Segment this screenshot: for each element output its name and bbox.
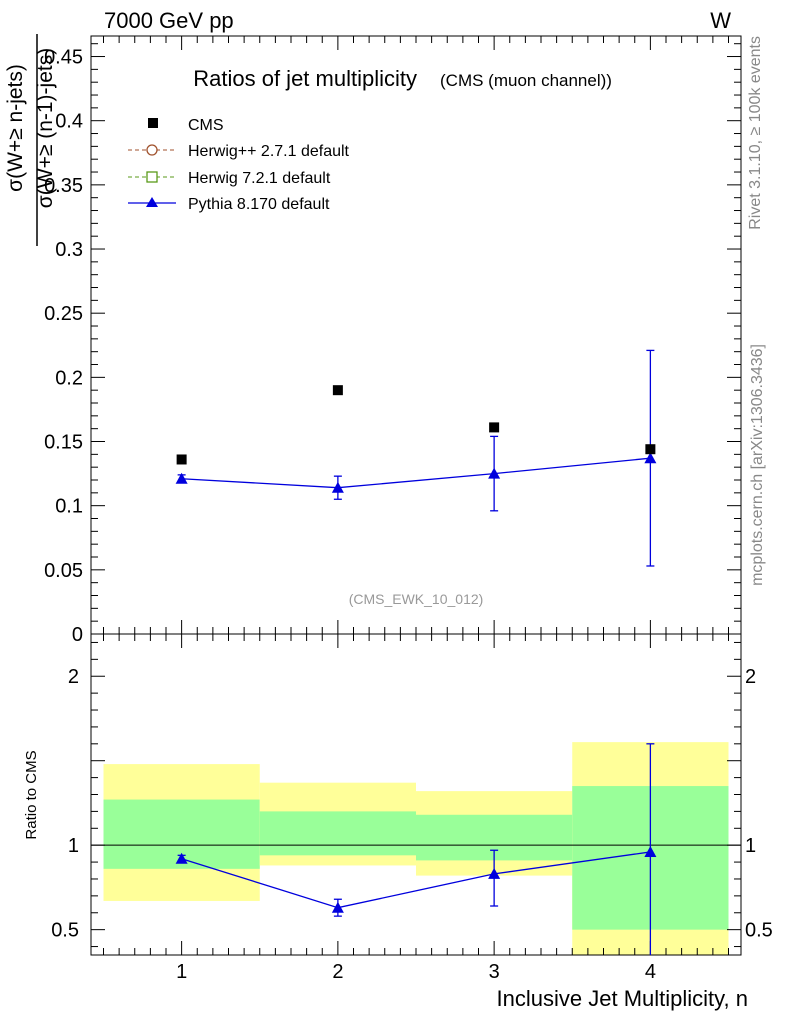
legend-entry-cms: CMS <box>148 117 224 134</box>
legend-label-cms: CMS <box>188 117 224 134</box>
ratio-pythia-point <box>644 845 657 857</box>
y-tick-label: 0.05 <box>44 560 83 582</box>
legend-marker-pythia <box>146 197 158 207</box>
chart-subtitle: (CMS (muon channel)) <box>440 71 612 90</box>
mcplots-label: mcplots.cern.ch [arXiv:1306.3436] <box>749 344 766 586</box>
ratio-pythia-line <box>181 851 651 909</box>
x-tick-label: 1 <box>176 961 187 983</box>
ratio-y-tick-label-left: 2 <box>68 666 79 688</box>
y-tick-label: 0.4 <box>55 111 83 133</box>
ratio-pythia-point <box>331 901 344 913</box>
legend-label-pythia: Pythia 8.170 default <box>188 196 330 213</box>
pythia-point <box>175 472 188 484</box>
main-panel: Ratios of jet multiplicity (CMS (muon ch… <box>4 34 742 646</box>
pythia-point <box>331 481 344 493</box>
legend-entry-pythia: Pythia 8.170 default <box>128 196 330 213</box>
rivet-label: Rivet 3.1.10, ≥ 100k events <box>747 36 764 230</box>
cms-point <box>332 385 343 396</box>
x-tick-label: 2 <box>332 961 343 983</box>
pythia-point <box>644 452 657 464</box>
x-tick-label: 3 <box>489 961 500 983</box>
ratio-y-tick-label-right: 0.5 <box>745 920 773 942</box>
y-tick-label: 0.45 <box>44 47 83 69</box>
ratio-y-tick-label-right: 1 <box>745 835 756 857</box>
y-tick-label: 0 <box>72 624 83 646</box>
y-tick-label: 0.2 <box>55 367 83 389</box>
chart-title: Ratios of jet multiplicity <box>193 66 417 91</box>
legend-marker-cms <box>148 118 158 128</box>
ylabel-denominator: σ(W+≥ (n-1)-jets) <box>34 48 57 208</box>
pythia-line <box>181 457 651 489</box>
uncertainty-band-inner <box>259 811 416 856</box>
y-tick-label: 0.3 <box>55 239 83 261</box>
analysis-label: (CMS_EWK_10_012) <box>349 591 484 607</box>
legend-label-herwigpp: Herwig++ 2.7.1 default <box>188 143 350 160</box>
y-tick-label: 0.25 <box>44 303 83 325</box>
ratio-pythia-point <box>488 867 501 879</box>
legend-entry-herwigpp: Herwig++ 2.7.1 default <box>128 143 350 160</box>
ratio-y-tick-label-left: 1 <box>68 835 79 857</box>
ratio-y-tick-label-left: 0.5 <box>51 920 79 942</box>
ratio-pythia-point <box>175 852 188 864</box>
ratio-panel: 0.5 0.5 1 1 2 2 1 2 3 4 Ratio to CMS Inclusive Je… <box>23 633 773 1011</box>
process-label: W <box>710 8 731 33</box>
energy-label: 7000 GeV pp <box>104 8 234 33</box>
legend-marker-herwigpp <box>146 144 158 156</box>
x-tick-label: 4 <box>645 961 656 983</box>
y-tick-label: 0.15 <box>44 432 83 454</box>
y-tick-label: 0.35 <box>44 175 83 197</box>
y-tick-label: 0.1 <box>55 496 83 518</box>
legend-entry-herwig7: Herwig 7.2.1 default <box>128 170 331 187</box>
pythia-point <box>488 467 501 479</box>
x-axis-label: Inclusive Jet Multiplicity, n <box>497 986 748 1011</box>
legend-marker-herwig7 <box>146 171 158 183</box>
legend-label-herwig7: Herwig 7.2.1 default <box>188 170 331 187</box>
cms-point <box>489 422 500 433</box>
cms-point <box>176 454 187 465</box>
ratio-ylabel: Ratio to CMS <box>23 750 40 839</box>
legend: CMS Herwig++ 2.7.1 default Herwig 7.2.1 … <box>128 117 350 213</box>
cms-point <box>645 444 656 455</box>
ylabel-numerator: σ(W+≥ n-jets) <box>4 64 27 192</box>
ratio-y-tick-label-right: 2 <box>745 666 756 688</box>
